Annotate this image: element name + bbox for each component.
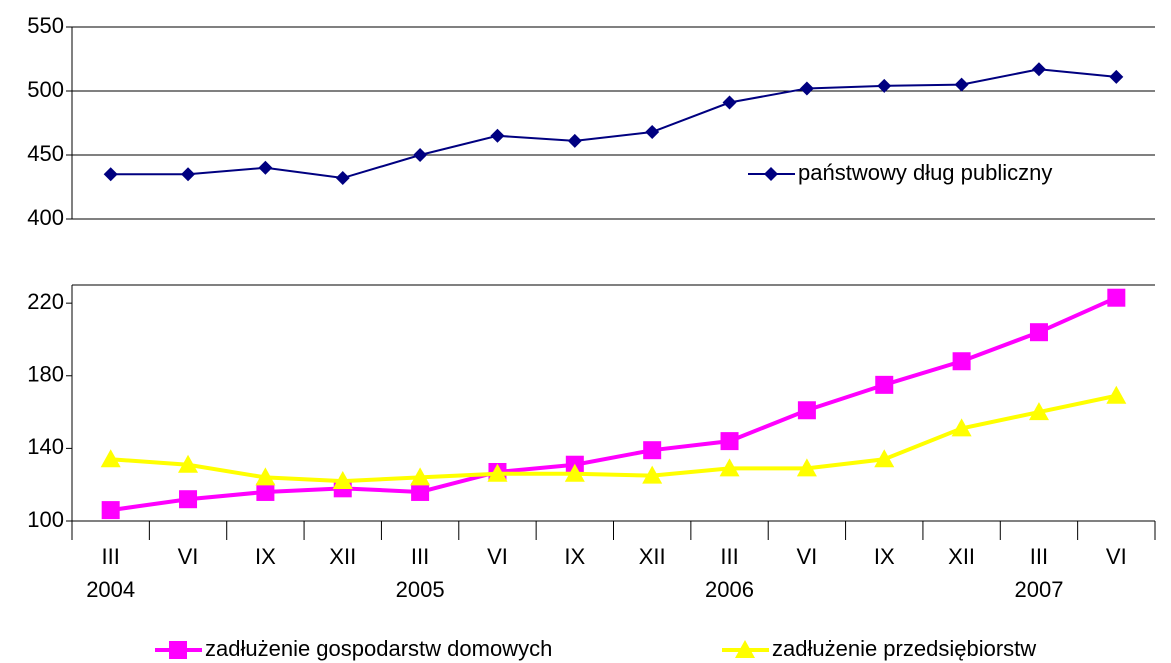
y-tick-label: 220 [27,289,64,314]
x-tick-label: IX [564,544,585,569]
legend-label: państwowy dług publiczny [798,160,1052,185]
series-line [110,393,1117,484]
point [642,465,663,484]
point [1106,385,1127,404]
series-line [110,68,1117,180]
point [1109,69,1124,84]
point [413,148,428,162]
point [722,95,737,110]
y-tick-label: 100 [27,507,64,532]
point [643,441,662,460]
point [954,77,969,92]
x-tick-label: IX [874,544,895,569]
point [410,467,431,486]
year-label: 2004 [86,577,135,602]
year-label: 2007 [1014,577,1063,602]
point [951,418,972,437]
y-tick-label: 180 [27,362,64,387]
legend-marker [764,167,778,181]
point [645,124,660,139]
series-line [110,295,1118,513]
point [952,352,971,371]
year-label: 2006 [705,577,754,602]
point [256,482,275,501]
point [567,133,582,148]
legend-marker [169,641,187,659]
point [1031,62,1046,77]
x-tick-label: VI [1106,544,1127,569]
x-tick-label: XII [329,544,356,569]
x-tick-label: III [411,544,429,569]
point [258,160,273,175]
point [874,449,895,468]
point [335,171,350,186]
x-tick-label: III [102,544,120,569]
x-tick-label: XII [948,544,975,569]
point [1107,288,1126,307]
x-tick-label: III [1030,544,1048,569]
point [796,458,817,477]
point [100,449,121,468]
legend-label: zadłużenie przedsiębiorstw [772,636,1036,661]
y-tick-label: 140 [27,434,64,459]
y-tick-label: 550 [27,13,64,38]
point [103,167,118,182]
point [255,467,276,486]
x-tick-label: VI [487,544,508,569]
x-tick-label: VI [178,544,199,569]
point [178,454,199,473]
point [1029,323,1048,342]
point [1028,402,1049,421]
point [720,432,739,451]
y-tick-label: 500 [27,77,64,102]
x-tick-label: VI [796,544,817,569]
x-tick-label: XII [639,544,666,569]
point [877,78,892,93]
y-tick-label: 450 [27,141,64,166]
legend-label: zadłużenie gospodarstw domowych [205,636,552,661]
point [490,128,505,143]
legend-marker [735,640,755,658]
point [101,501,120,520]
year-label: 2005 [396,577,445,602]
point [719,458,740,477]
y-tick-label: 400 [27,205,64,230]
point [181,167,196,182]
point [411,482,430,501]
point [564,463,585,482]
point [799,81,814,96]
point [797,401,816,420]
point [179,490,198,509]
point [875,375,894,394]
x-tick-label: IX [255,544,276,569]
point [332,471,353,490]
point [487,463,508,482]
x-tick-label: III [720,544,738,569]
